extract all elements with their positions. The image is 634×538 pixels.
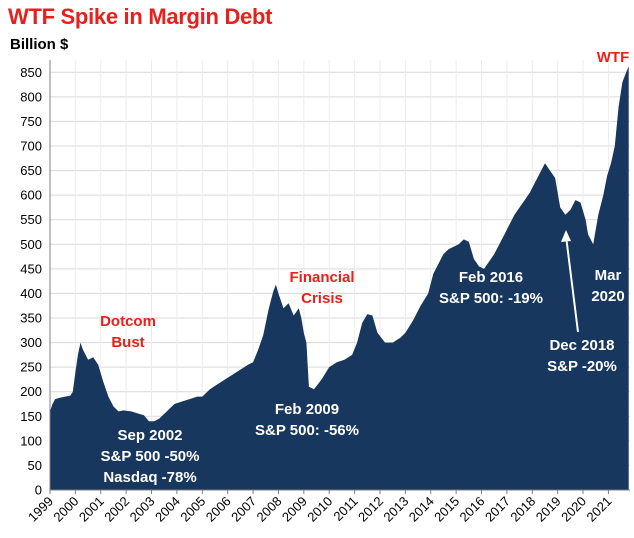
annotation-line: Financial — [289, 269, 354, 286]
dec-2018-arrowhead — [561, 230, 571, 242]
y-tick-label: 550 — [20, 212, 42, 227]
axes — [49, 60, 630, 491]
annotation: Financial Crisis — [289, 269, 354, 307]
annotation: Sep 2002 S&P 500 -50% Nasdaq -78% — [101, 427, 200, 486]
x-tick-label: 2000 — [50, 494, 81, 525]
x-tick-label: 2004 — [152, 494, 183, 525]
x-tick-label: 1999 — [25, 494, 56, 525]
x-tick-label: 2005 — [177, 494, 208, 525]
x-tick-label: 2010 — [304, 494, 335, 525]
y-tick-label: 700 — [20, 139, 42, 154]
x-tick-label: 2003 — [127, 494, 158, 525]
annotation-line: Crisis — [301, 290, 343, 307]
x-tick-label: 2006 — [203, 494, 234, 525]
y-tick-label: 250 — [20, 360, 42, 375]
x-tick-label: 2012 — [355, 494, 386, 525]
chart-title: WTF Spike in Margin Debt — [8, 4, 273, 29]
x-tick-label: 2019 — [533, 494, 564, 525]
x-tick-label: 2021 — [583, 494, 614, 525]
annotation-line: Mar — [595, 267, 622, 284]
annotation: Mar 2020 — [591, 267, 624, 305]
y-tick-label: 300 — [20, 335, 42, 350]
x-tick-label: 2001 — [76, 494, 107, 525]
y-tick-label: 450 — [20, 261, 42, 276]
x-tick-label: 2009 — [279, 494, 310, 525]
margin-debt-area — [50, 66, 629, 491]
y-tick-label: 750 — [20, 114, 42, 129]
annotation-line: Bust — [111, 334, 144, 351]
annotation: WTF — [597, 49, 629, 66]
annotation: Dec 2018 S&P -20% — [547, 337, 617, 375]
x-tick-label: 2007 — [228, 494, 259, 525]
annotation-line: Sep 2002 — [117, 427, 182, 444]
x-tick-label: 2002 — [101, 494, 132, 525]
annotation-line: S&P -20% — [547, 358, 617, 375]
annotation-line: Nasdaq -78% — [103, 469, 196, 486]
y-tick-labels: 0 50 100 150 200 250 300 350 400 450 500 550 600 650 7… — [20, 65, 42, 498]
annotation-line: Dotcom — [100, 313, 156, 330]
y-tick-label: 350 — [20, 311, 42, 326]
y-tick-label: 150 — [20, 409, 42, 424]
y-tick-label: 850 — [20, 65, 42, 80]
annotation: Feb 2009 S&P 500: -56% — [255, 401, 359, 439]
annotation-line: Feb 2016 — [459, 269, 523, 286]
annotation-arrows — [561, 230, 579, 333]
annotation-line: S&P 500 -50% — [101, 448, 200, 465]
y-tick-label: 0 — [35, 483, 42, 498]
y-tick-label: 500 — [20, 237, 42, 252]
y-tick-label: 400 — [20, 286, 42, 301]
annotation-line: 2020 — [591, 288, 624, 305]
annotation-line: S&P 500: -19% — [439, 290, 543, 307]
y-tick-label: 100 — [20, 433, 42, 448]
x-tick-label: 2014 — [406, 494, 437, 525]
x-tick-label: 2011 — [330, 494, 360, 524]
annotation-line: S&P 500: -56% — [255, 422, 359, 439]
x-tick-label: 2018 — [507, 494, 538, 525]
annotation: Feb 2016 S&P 500: -19% — [439, 269, 543, 307]
x-tick-label: 2008 — [254, 494, 285, 525]
y-tick-label: 600 — [20, 188, 42, 203]
dec-2018-arrow — [565, 235, 579, 333]
y-tick-label: 650 — [20, 163, 42, 178]
x-tick-labels: 1999200020012002200320042005200620072008… — [25, 490, 615, 525]
annotation: Dotcom Bust — [100, 313, 156, 351]
annotations: Dotcom Bust Financial Crisis Sep 2002 S&P 500… — [100, 49, 629, 486]
x-tick-label: 2016 — [457, 494, 488, 525]
unit-label: Billion $ — [10, 36, 69, 53]
annotation-line: WTF — [597, 49, 629, 66]
y-tick-label: 200 — [20, 384, 42, 399]
x-tick-label: 2020 — [558, 494, 589, 525]
y-tick-label: 50 — [28, 458, 42, 473]
y-tick-label: 800 — [20, 89, 42, 104]
x-tick-label: 2017 — [482, 494, 513, 525]
x-tick-label: 2013 — [380, 494, 411, 525]
annotation-line: Dec 2018 — [549, 337, 614, 354]
annotation-line: Feb 2009 — [275, 401, 339, 418]
x-tick-label: 2015 — [431, 494, 462, 525]
